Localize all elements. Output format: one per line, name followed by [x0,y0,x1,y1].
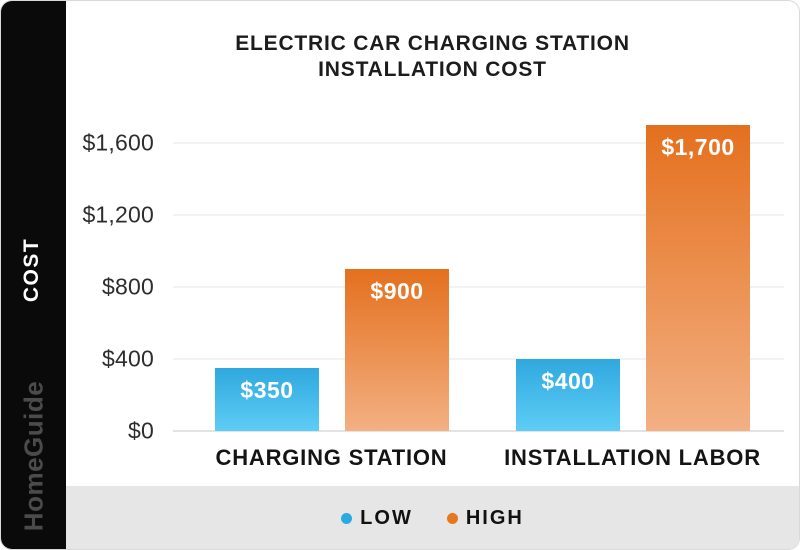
sidebar: COST HomeGuide [1,1,66,549]
category-label: CHARGING STATION [215,445,448,470]
gridline-400 [173,358,784,360]
y-tick-label: $1,600 [82,129,154,156]
legend: LOW HIGH [66,486,799,549]
gridline-0 [173,430,784,432]
bar-low-2: $400 [516,359,620,431]
legend-item-high: HIGH [446,507,524,530]
bar-value-label: $900 [370,278,424,304]
bar-low-1: $350 [215,368,319,431]
bar-high-2: $1,700 [646,125,750,431]
bar-value-label: $350 [240,377,294,403]
legend-item-low: LOW [341,507,413,530]
gridline-1200 [173,214,784,216]
bar-value-label: $400 [541,368,595,394]
bar-high-1: $900 [345,269,449,431]
y-axis-title: COST [20,237,43,303]
y-tick-label: $0 [128,417,154,444]
gridline-800 [173,286,784,288]
gridline-1600 [173,142,784,144]
category-label: INSTALLATION LABOR [504,445,761,470]
y-tick-label: $400 [102,345,154,372]
legend-label: HIGH [465,507,524,529]
bar-value-label: $1,700 [661,134,735,160]
y-tick-label: $800 [102,273,154,300]
brand-watermark: HomeGuide [18,380,49,532]
chart-title: ELECTRIC CAR CHARGING STATION INSTALLATI… [66,31,799,83]
chart-title-line1: ELECTRIC CAR CHARGING STATION [235,32,630,55]
legend-dot-icon [341,513,353,524]
legend-label: LOW [360,507,413,529]
legend-dot-icon [446,513,458,524]
chart-title-line2: INSTALLATION COST [318,58,547,81]
y-tick-label: $1,200 [82,201,154,228]
